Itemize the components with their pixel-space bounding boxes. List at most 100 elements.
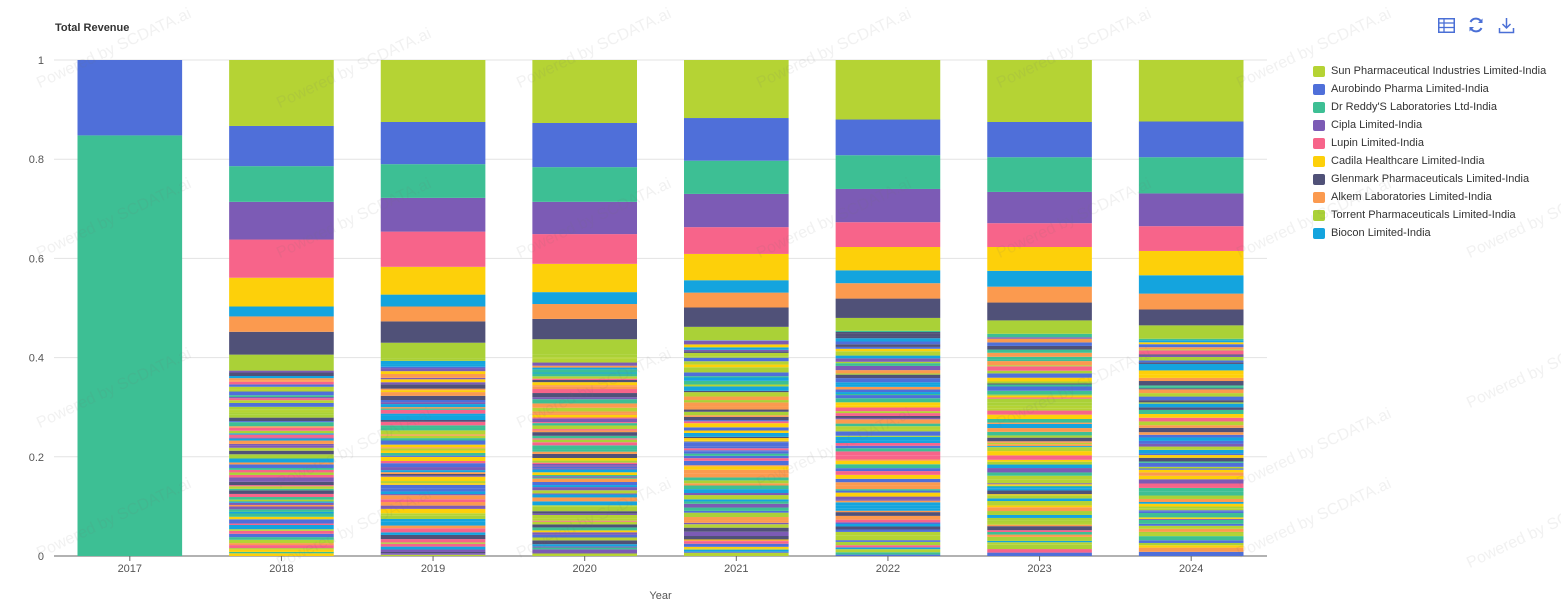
bar-segment-other[interactable] <box>835 393 941 396</box>
bar-segment-other[interactable] <box>380 358 486 361</box>
bar-segment-other[interactable] <box>684 485 789 490</box>
bar-segment-other[interactable] <box>987 444 1092 447</box>
bar-segment-other[interactable] <box>684 469 789 474</box>
bar-segment-other[interactable] <box>684 367 789 372</box>
bar-segment-other[interactable] <box>380 430 486 435</box>
bar-segment-other[interactable] <box>987 410 1092 415</box>
bar-segment-other[interactable] <box>229 472 334 475</box>
bar-segment[interactable] <box>1138 293 1244 310</box>
bar-segment-other[interactable] <box>532 468 637 470</box>
bar-segment-other[interactable] <box>684 548 789 550</box>
bar-segment[interactable] <box>987 60 1092 122</box>
bar-segment-other[interactable] <box>684 436 789 439</box>
bar-segment-other[interactable] <box>380 388 486 391</box>
bar-segment-other[interactable] <box>987 395 1092 398</box>
bar-segment-other[interactable] <box>987 542 1092 545</box>
bar-segment-other[interactable] <box>684 380 789 385</box>
bar-segment-other[interactable] <box>380 502 486 506</box>
bar-segment-other[interactable] <box>229 497 334 500</box>
bar-segment-other[interactable] <box>532 478 637 483</box>
bar-segment[interactable] <box>532 318 637 340</box>
bar-segment-other[interactable] <box>684 510 789 513</box>
bar-segment-other[interactable] <box>1138 355 1244 357</box>
bar-segment-other[interactable] <box>987 342 1092 346</box>
bar-segment-other[interactable] <box>532 358 637 363</box>
bar-segment-other[interactable] <box>532 549 637 554</box>
bar-segment-other[interactable] <box>380 415 486 421</box>
bar-segment-other[interactable] <box>835 398 941 401</box>
bar-segment-other[interactable] <box>987 490 1092 495</box>
bar-segment-other[interactable] <box>835 554 941 556</box>
bar-segment-other[interactable] <box>987 417 1092 419</box>
bar-segment-other[interactable] <box>684 543 789 547</box>
bar-segment[interactable] <box>1138 325 1244 339</box>
bar-segment-other[interactable] <box>835 502 941 506</box>
legend-item[interactable]: Biocon Limited-India <box>1313 224 1546 242</box>
bar-segment[interactable] <box>684 193 789 228</box>
bar-segment-other[interactable] <box>1138 506 1244 509</box>
bar-segment-other[interactable] <box>684 546 789 549</box>
bar-segment-other[interactable] <box>987 352 1092 357</box>
bar-segment-other[interactable] <box>1138 545 1244 548</box>
bar-segment[interactable] <box>380 60 486 122</box>
bar-segment-other[interactable] <box>380 447 486 449</box>
bar-segment-other[interactable] <box>684 427 789 431</box>
bar-segment-other[interactable] <box>532 521 637 525</box>
bar-segment-other[interactable] <box>380 463 486 468</box>
bar-segment-other[interactable] <box>1138 342 1244 345</box>
bar-segment-other[interactable] <box>987 423 1092 429</box>
bar-segment-other[interactable] <box>532 462 637 464</box>
bar-segment-other[interactable] <box>229 375 334 379</box>
bar-segment-other[interactable] <box>380 494 486 496</box>
bar-segment-other[interactable] <box>1138 350 1244 355</box>
bar-segment-other[interactable] <box>229 490 334 494</box>
bar-segment-other[interactable] <box>380 404 486 408</box>
bar-segment-other[interactable] <box>380 360 486 365</box>
bar-segment-other[interactable] <box>229 421 334 423</box>
bar-segment-other[interactable] <box>835 541 941 546</box>
bar-segment-other[interactable] <box>835 341 941 345</box>
bar-segment-other[interactable] <box>987 381 1092 384</box>
bar-segment-other[interactable] <box>987 398 1092 403</box>
bar-segment-other[interactable] <box>835 378 941 383</box>
bar-segment-other[interactable] <box>380 456 486 461</box>
bar-segment-other[interactable] <box>1138 453 1244 456</box>
bar-segment-other[interactable] <box>1138 462 1244 467</box>
bar-segment-other[interactable] <box>380 499 486 503</box>
bar-segment-other[interactable] <box>532 425 637 430</box>
bar-segment-other[interactable] <box>987 461 1092 465</box>
bar-segment-other[interactable] <box>229 499 334 502</box>
bar-segment-other[interactable] <box>380 528 486 533</box>
bar-segment-other[interactable] <box>532 379 637 383</box>
bar-segment-other[interactable] <box>835 451 941 456</box>
bar-segment-other[interactable] <box>229 543 334 546</box>
bar-segment-other[interactable] <box>987 517 1092 521</box>
bar-segment-other[interactable] <box>987 383 1092 385</box>
bar-segment-other[interactable] <box>987 520 1092 523</box>
bar-segment-other[interactable] <box>1138 443 1244 447</box>
bar-segment-other[interactable] <box>835 413 941 416</box>
bar-segment-other[interactable] <box>835 500 941 503</box>
bar-segment-other[interactable] <box>532 357 637 359</box>
bar-segment-other[interactable] <box>1138 542 1244 546</box>
bar-segment-other[interactable] <box>229 370 334 373</box>
bar-segment-other[interactable] <box>1138 479 1244 484</box>
bar-segment-other[interactable] <box>835 389 941 393</box>
bar-segment-other[interactable] <box>1138 502 1244 504</box>
bar-segment-other[interactable] <box>684 524 789 528</box>
bar-segment-other[interactable] <box>684 349 789 352</box>
bar-segment-other[interactable] <box>987 418 1092 423</box>
bar-segment-other[interactable] <box>835 361 941 364</box>
bar-segment-other[interactable] <box>987 373 1092 378</box>
bar-segment-other[interactable] <box>684 480 789 484</box>
bar-segment-other[interactable] <box>532 540 637 545</box>
bar-segment[interactable] <box>684 292 789 308</box>
bar-segment-other[interactable] <box>532 524 637 528</box>
bar-segment-other[interactable] <box>1138 469 1244 473</box>
bar-segment-other[interactable] <box>987 377 1092 382</box>
bar-segment-other[interactable] <box>684 432 789 437</box>
bar-segment-other[interactable] <box>532 476 637 478</box>
bar-segment-other[interactable] <box>532 460 637 463</box>
bar-segment-other[interactable] <box>684 377 789 381</box>
bar-segment-other[interactable] <box>1138 349 1244 351</box>
